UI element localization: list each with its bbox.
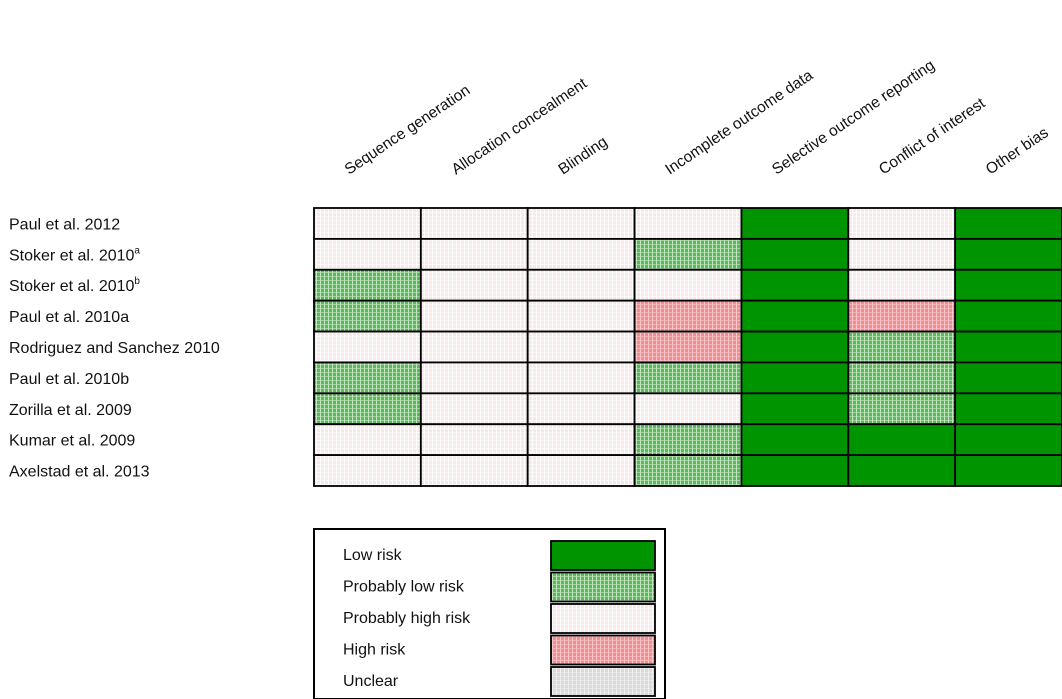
row-label-paul-et-al-2010b: Paul et al. 2010b [9,371,129,388]
row-label-rodriguez-and-sanchez-2010: Rodriguez and Sanchez 2010 [9,340,220,357]
cell-paul-et-al-2010a-conflict-of-interest [847,299,957,333]
legend-swatch-unclear [550,666,656,697]
cell-paul-et-al-2012-sequence-generation [313,207,422,240]
legend-label-high: High risk [343,642,406,659]
cell-paul-et-al-2012-blinding [526,207,636,240]
row-label-paul-et-al-2010a: Paul et al. 2010a [9,309,129,326]
cell-paul-et-al-2010a-allocation-concealment [419,299,529,333]
column-header-other-bias: Other bias [983,124,1052,178]
cell-paul-et-al-2012-other-bias [954,207,1062,240]
cell-zorilla-et-al-2009-selective-outcome-reporting [740,392,850,426]
cell-stoker-et-al-2010-a-allocation-concealment [419,237,529,271]
cell-rodriguez-and-sanchez-2010-blinding [526,330,636,364]
cell-stoker-et-al-2010-b-blinding [526,268,636,302]
cell-paul-et-al-2012-selective-outcome-reporting [740,207,850,240]
cell-axelstad-et-al-2013-selective-outcome-reporting [740,454,850,487]
cell-paul-et-al-2010b-sequence-generation [313,361,422,395]
legend: Low risk Probably low risk Probably high r… [313,528,666,699]
cell-axelstad-et-al-2013-sequence-generation [313,454,422,487]
cell-zorilla-et-al-2009-other-bias [954,392,1062,426]
cell-stoker-et-al-2010-b-sequence-generation [313,268,422,302]
cell-axelstad-et-al-2013-allocation-concealment [419,454,529,487]
cell-stoker-et-al-2010-b-selective-outcome-reporting [740,268,850,302]
cell-paul-et-al-2010a-incomplete-outcome-data [633,299,743,333]
cell-kumar-et-al-2009-selective-outcome-reporting [740,423,850,457]
row-label-kumar-et-al-2009: Kumar et al. 2009 [9,433,135,450]
cell-axelstad-et-al-2013-blinding [526,454,636,487]
cell-rodriguez-and-sanchez-2010-incomplete-outcome-data [633,330,743,364]
cell-zorilla-et-al-2009-blinding [526,392,636,426]
cell-stoker-et-al-2010-b-allocation-concealment [419,268,529,302]
cell-rodriguez-and-sanchez-2010-other-bias [954,330,1062,364]
cell-axelstad-et-al-2013-other-bias [954,454,1062,487]
cell-paul-et-al-2010b-selective-outcome-reporting [740,361,850,395]
cell-rodriguez-and-sanchez-2010-selective-outcome-reporting [740,330,850,364]
legend-swatch-probably-high [550,603,656,634]
cell-paul-et-al-2010b-blinding [526,361,636,395]
cell-paul-et-al-2010a-selective-outcome-reporting [740,299,850,333]
cell-stoker-et-al-2010-a-incomplete-outcome-data [633,237,743,271]
legend-swatch-high [550,634,656,666]
cell-stoker-et-al-2010-b-incomplete-outcome-data [633,268,743,302]
cell-stoker-et-al-2010-a-blinding [526,237,636,271]
cell-zorilla-et-al-2009-sequence-generation [313,392,422,426]
row-label-stoker-et-al-2010-a: Stoker et al. 2010a [9,245,140,264]
column-header-conflict-of-interest: Conflict of interest [876,94,989,178]
column-header-blinding: Blinding [555,133,610,178]
cell-stoker-et-al-2010-a-conflict-of-interest [847,237,957,271]
cell-rodriguez-and-sanchez-2010-conflict-of-interest [847,330,957,364]
row-labels: Paul et al. 2012 Stoker et al. 2010a Stoke… [9,216,220,480]
cell-stoker-et-al-2010-b-other-bias [954,268,1062,302]
row-label-axelstad-et-al-2013: Axelstad et al. 2013 [9,464,150,481]
legend-label-unclear: Unclear [343,673,399,690]
cell-paul-et-al-2010b-allocation-concealment [419,361,529,395]
cell-paul-et-al-2010b-other-bias [954,361,1062,395]
cell-zorilla-et-al-2009-allocation-concealment [419,392,529,426]
row-label-stoker-et-al-2010-b: Stoker et al. 2010b [9,276,140,295]
cell-stoker-et-al-2010-a-sequence-generation [313,237,422,271]
cell-paul-et-al-2012-incomplete-outcome-data [633,207,743,240]
cell-kumar-et-al-2009-conflict-of-interest [847,423,957,457]
legend-swatch-low [550,540,656,571]
cell-axelstad-et-al-2013-conflict-of-interest [847,454,957,487]
cell-rodriguez-and-sanchez-2010-allocation-concealment [419,330,529,364]
cell-kumar-et-al-2009-allocation-concealment [419,423,529,457]
rating-grid [313,207,1062,487]
cell-kumar-et-al-2009-sequence-generation [313,423,422,457]
row-label-paul-et-al-2012: Paul et al. 2012 [9,216,120,233]
legend-label-probably-high: Probably high risk [343,610,471,627]
legend-label-low: Low risk [343,547,403,564]
cell-paul-et-al-2010a-other-bias [954,299,1062,333]
cell-kumar-et-al-2009-other-bias [954,423,1062,457]
cell-kumar-et-al-2009-incomplete-outcome-data [633,423,743,457]
cell-stoker-et-al-2010-a-other-bias [954,237,1062,271]
cell-zorilla-et-al-2009-conflict-of-interest [847,392,957,426]
cell-paul-et-al-2010b-conflict-of-interest [847,361,957,395]
cell-stoker-et-al-2010-a-selective-outcome-reporting [740,237,850,271]
cell-kumar-et-al-2009-blinding [526,423,636,457]
legend-swatch-probably-low [550,571,656,603]
cell-axelstad-et-al-2013-incomplete-outcome-data [633,454,743,487]
cell-stoker-et-al-2010-b-conflict-of-interest [847,268,957,302]
cell-zorilla-et-al-2009-incomplete-outcome-data [633,392,743,426]
cell-paul-et-al-2012-conflict-of-interest [847,207,957,240]
cell-paul-et-al-2012-allocation-concealment [419,207,529,240]
cell-paul-et-al-2010a-blinding [526,299,636,333]
cell-paul-et-al-2010b-incomplete-outcome-data [633,361,743,395]
cell-rodriguez-and-sanchez-2010-sequence-generation [313,330,422,364]
cell-paul-et-al-2010a-sequence-generation [313,299,422,333]
row-label-zorilla-et-al-2009: Zorilla et al. 2009 [9,402,132,419]
legend-label-probably-low: Probably low risk [343,579,465,596]
